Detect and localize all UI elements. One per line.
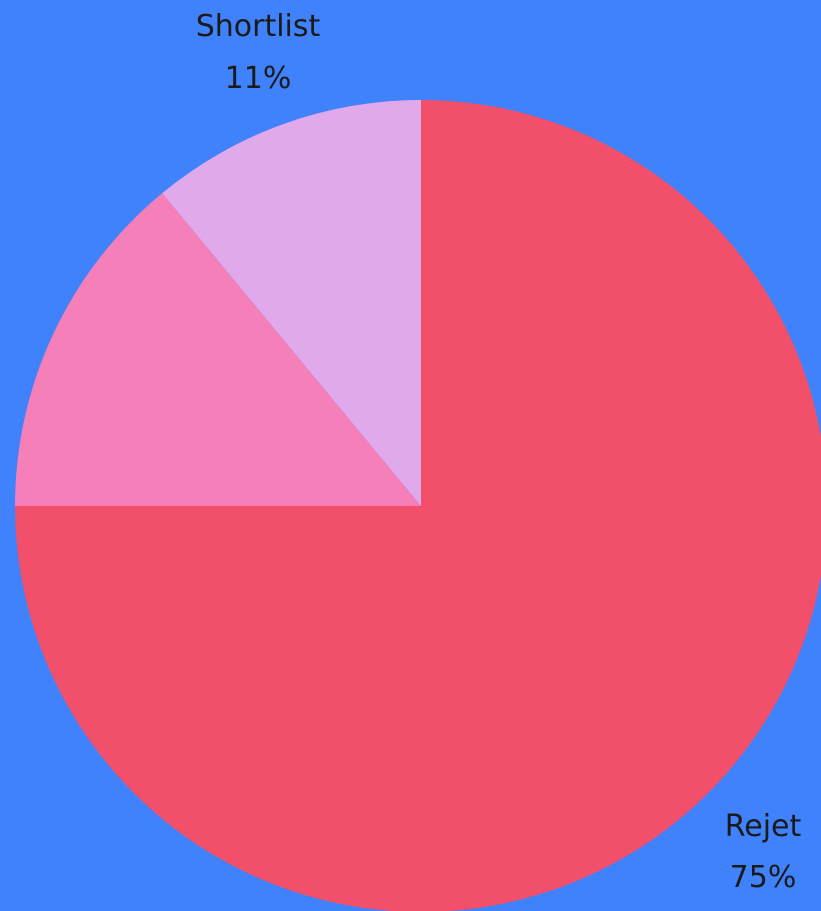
slice-label-shortlist-value: 11% [225, 61, 292, 96]
slice-label-rejet-name: Rejet [725, 809, 802, 844]
pie-slice-shortlist [162, 100, 421, 506]
pie-labels: Rejet 75% Shortlist 11% [196, 9, 802, 895]
pie-slice-unlabeled [15, 193, 421, 507]
slice-label-rejet-value: 75% [730, 860, 797, 895]
slice-label-shortlist-name: Shortlist [196, 9, 321, 44]
pie-slice-rejet [15, 100, 821, 911]
pie-slices [15, 100, 821, 911]
